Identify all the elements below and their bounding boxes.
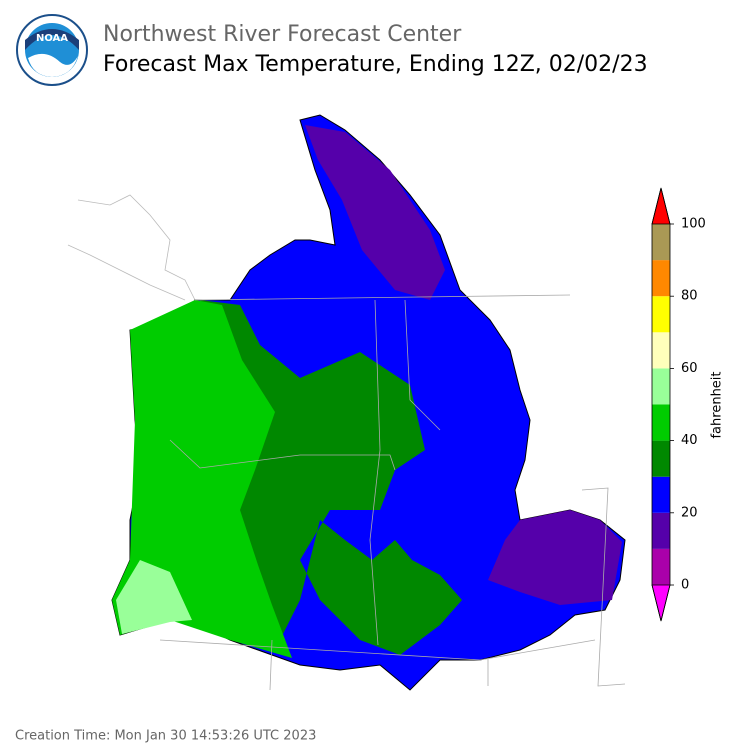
colorbar-segment [652,332,670,369]
state-borders [159,294,626,691]
colorbar-segment [652,368,670,405]
colorbar-segment [652,296,670,333]
colorbar-segment [652,548,670,585]
logo-text: NOAA [36,33,68,44]
colorbar-segment [652,224,670,261]
map [67,114,626,691]
puget-outline [67,194,196,301]
noaa-logo: NOAA [16,14,88,86]
colorbar-tick-label: 40 [681,433,698,448]
colorbar-segment [652,440,670,477]
colorbar-tick-label: 20 [681,505,698,520]
colorbar-over [651,187,671,225]
colorbar-segment [652,404,670,441]
subtitle: Forecast Max Temperature, Ending 12Z, 02… [103,52,648,77]
colorbar-under [651,584,671,622]
region-light-green [116,560,192,634]
colorbar-tick-label: 100 [681,217,706,232]
colorbar-segment [652,512,670,549]
creation-time: Creation Time: Mon Jan 30 14:53:26 UTC 2… [15,729,316,744]
colorbar-label: fahrenheit [710,371,725,438]
region-purple-se [488,510,622,605]
colorbar-tick-label: 80 [681,289,698,304]
colorbar-segment [652,476,670,513]
region-dark-green [200,300,462,655]
colorbar: 0 20 40 60 80 100 [651,187,706,622]
title: Northwest River Forecast Center [103,22,462,47]
colorbar-tick-label: 0 [681,578,689,593]
colorbar-tick-label: 60 [681,361,698,376]
region-purple-north [305,125,445,300]
colorbar-segment [652,260,670,297]
